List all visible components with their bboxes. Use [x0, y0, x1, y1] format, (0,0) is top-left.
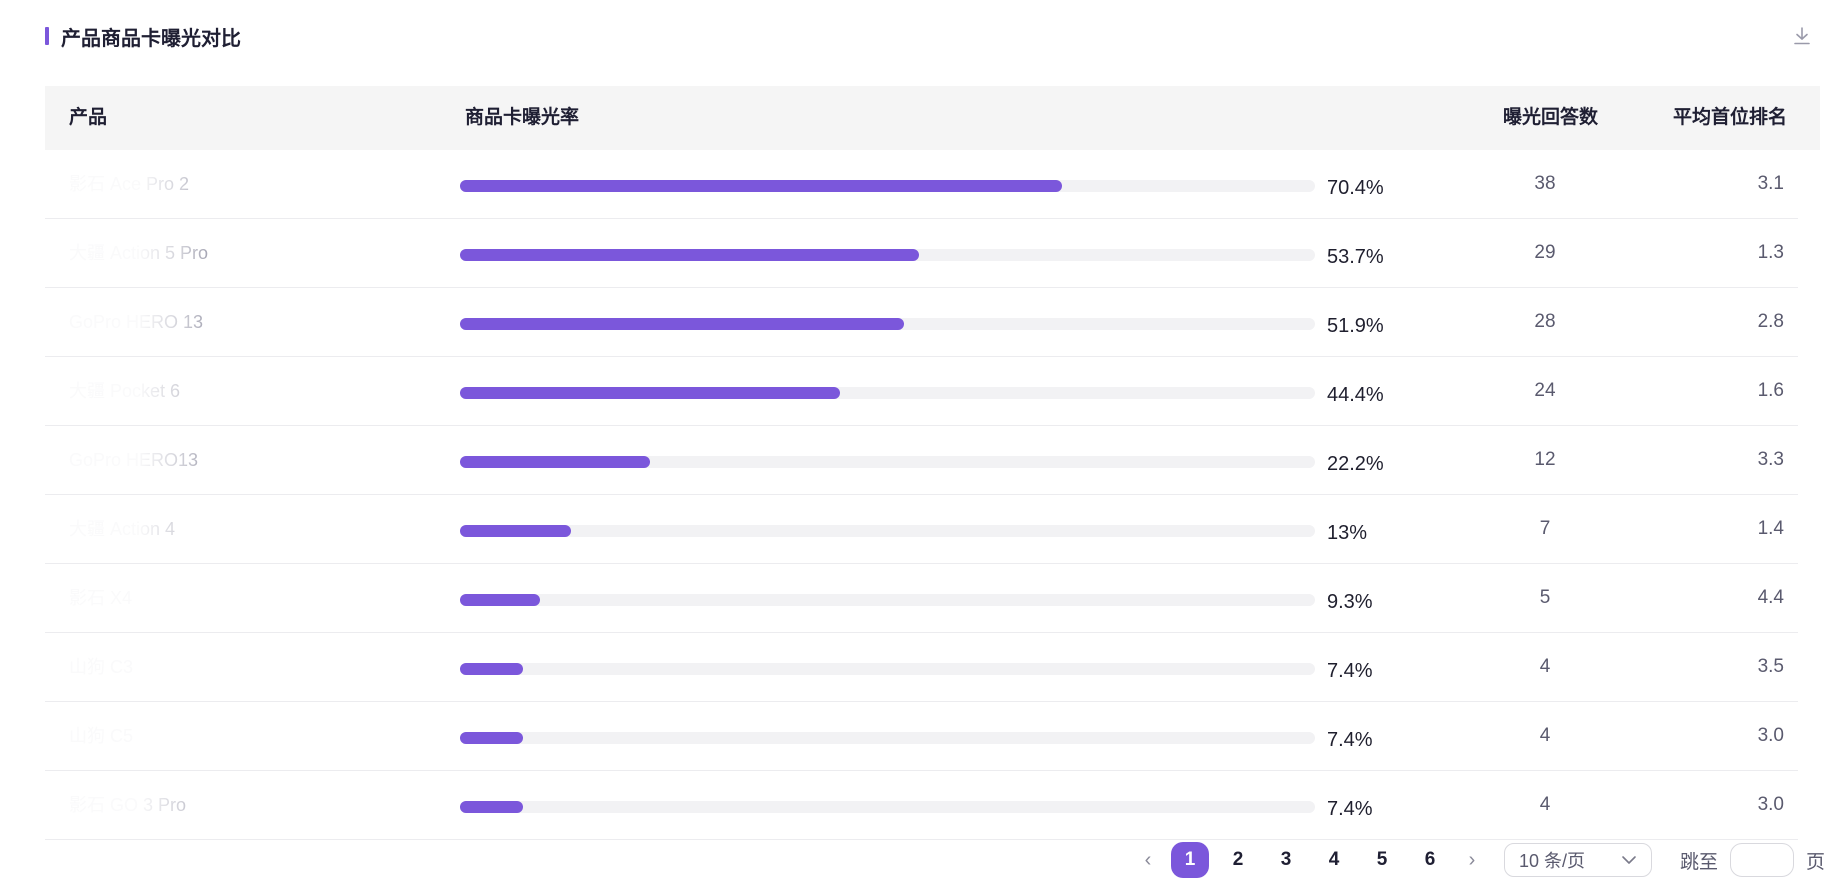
rate-value: 7.4%	[1327, 798, 1373, 820]
rate-value: 7.4%	[1327, 729, 1373, 751]
product-name-blur-mask	[45, 426, 215, 494]
rate-bar-fill	[460, 663, 524, 675]
average-rank: 3.1	[1757, 173, 1784, 194]
jump-label: 跳至	[1680, 851, 1719, 873]
average-rank: 2.8	[1757, 311, 1784, 332]
answer-count: 4	[1539, 656, 1551, 677]
download-icon[interactable]	[1790, 24, 1814, 48]
table-row[interactable]: GoPro HERO1322.2%123.3	[45, 426, 1798, 495]
rate-bar-track	[460, 732, 1315, 744]
table-row[interactable]: GoPro HERO 1351.9%282.8	[45, 288, 1798, 357]
rate-value: 44.4%	[1327, 384, 1384, 406]
rate-value: 51.9%	[1327, 315, 1384, 337]
product-name-blur-mask	[45, 771, 215, 839]
exposure-table: 产品 商品卡曝光率 曝光回答数 平均首位排名 影石 Ace Pro 270.4%…	[45, 86, 1820, 840]
section-header: 产品商品卡曝光对比	[45, 22, 241, 50]
table-row[interactable]: 山狗 C57.4%43.0	[45, 702, 1798, 771]
rate-bar-fill	[460, 387, 840, 399]
chevron-left-icon[interactable]: ‹	[1144, 848, 1152, 871]
answer-count: 29	[1534, 242, 1556, 263]
average-rank: 3.0	[1757, 725, 1784, 746]
chevron-down-icon	[1622, 856, 1636, 864]
rate-value: 9.3%	[1327, 591, 1373, 613]
rate-bar-track	[460, 663, 1315, 675]
table-row[interactable]: 影石 Ace Pro 270.4%383.1	[45, 150, 1798, 219]
rate-bar-track	[460, 456, 1315, 468]
average-rank: 1.3	[1757, 242, 1784, 263]
pagination: ‹ 1 2 3 4 5 6 › 10 条/页 跳至 页	[1130, 842, 1825, 878]
answer-count: 12	[1534, 449, 1556, 470]
column-header-product[interactable]: 产品	[69, 107, 108, 128]
table-row[interactable]: 大疆 Action 5 Pro53.7%291.3	[45, 219, 1798, 288]
rate-value: 70.4%	[1327, 177, 1384, 199]
answer-count: 4	[1539, 725, 1551, 746]
average-rank: 3.0	[1757, 794, 1784, 815]
average-rank: 1.4	[1757, 518, 1784, 539]
page-button[interactable]: 3	[1280, 849, 1292, 870]
page-list: 1 2 3 4 5 6	[1166, 842, 1454, 878]
rate-bar-fill	[460, 318, 904, 330]
chevron-right-icon[interactable]: ›	[1468, 848, 1476, 871]
table-row[interactable]: 大疆 Pocket 644.4%241.6	[45, 357, 1798, 426]
rate-value: 7.4%	[1327, 660, 1373, 682]
rate-bar-fill	[460, 180, 1062, 192]
table-body: 影石 Ace Pro 270.4%383.1大疆 Action 5 Pro53.…	[45, 150, 1820, 840]
rate-bar-fill	[460, 456, 650, 468]
rate-bar-fill	[460, 801, 524, 813]
page-button[interactable]: 6	[1424, 849, 1436, 870]
table-row[interactable]: 影石 X49.3%54.4	[45, 564, 1798, 633]
rate-bar-track	[460, 387, 1315, 399]
answer-count: 28	[1534, 311, 1556, 332]
title-accent-bar	[45, 27, 49, 45]
answer-count: 4	[1539, 794, 1551, 815]
table-row[interactable]: 山狗 C37.4%43.5	[45, 633, 1798, 702]
section-title: 产品商品卡曝光对比	[61, 27, 241, 50]
rate-value: 22.2%	[1327, 453, 1384, 475]
page-size-value: 10 条/页	[1519, 851, 1586, 871]
average-rank: 1.6	[1757, 380, 1784, 401]
rate-bar-fill	[460, 525, 572, 537]
rate-value: 13%	[1327, 522, 1368, 544]
page-button[interactable]: 2	[1232, 849, 1244, 870]
jump-input[interactable]	[1730, 843, 1795, 877]
answer-count: 5	[1539, 587, 1551, 608]
rate-bar-track	[460, 801, 1315, 813]
product-name-blur-mask	[45, 495, 215, 563]
table-row[interactable]: 影石 GO 3 Pro7.4%43.0	[45, 771, 1798, 840]
table-row[interactable]: 大疆 Action 413%71.4	[45, 495, 1798, 564]
answer-count: 38	[1534, 173, 1556, 194]
average-rank: 4.4	[1757, 587, 1784, 608]
rate-bar-track	[460, 249, 1315, 261]
answer-count: 7	[1539, 518, 1551, 539]
answer-count: 24	[1534, 380, 1556, 401]
product-name-blur-mask	[45, 633, 215, 701]
product-name-blur-mask	[45, 357, 215, 425]
page-suffix-label: 页	[1806, 851, 1826, 873]
page-button[interactable]: 4	[1328, 849, 1340, 870]
product-name-blur-mask	[45, 288, 215, 356]
table-header: 产品 商品卡曝光率 曝光回答数 平均首位排名	[45, 86, 1820, 150]
product-name-blur-mask	[45, 150, 215, 218]
average-rank: 3.3	[1757, 449, 1784, 470]
column-header-rank[interactable]: 平均首位排名	[1672, 107, 1787, 128]
average-rank: 3.5	[1757, 656, 1784, 677]
column-header-count[interactable]: 曝光回答数	[1502, 107, 1598, 128]
rate-bar-track	[460, 594, 1315, 606]
product-name-blur-mask	[45, 702, 215, 770]
rate-bar-fill	[460, 594, 540, 606]
product-name-blur-mask	[45, 564, 215, 632]
page-button[interactable]: 1	[1171, 842, 1209, 878]
product-name-blur-mask	[45, 219, 215, 287]
rate-bar-fill	[460, 249, 920, 261]
rate-bar-fill	[460, 732, 524, 744]
column-header-rate[interactable]: 商品卡曝光率	[465, 107, 580, 128]
rate-bar-track	[460, 318, 1315, 330]
page-button[interactable]: 5	[1376, 849, 1388, 870]
rate-bar-track	[460, 525, 1315, 537]
rate-value: 53.7%	[1327, 246, 1384, 268]
rate-bar-track	[460, 180, 1315, 192]
page-size-select[interactable]: 10 条/页	[1504, 843, 1652, 877]
